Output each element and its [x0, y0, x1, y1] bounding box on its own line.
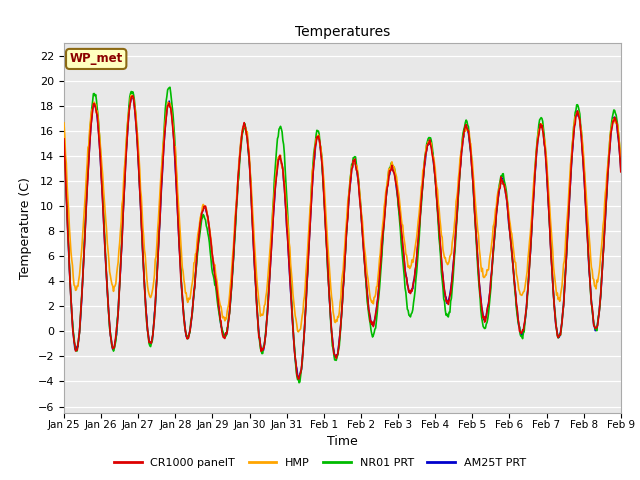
- HMP: [294, 329, 302, 335]
- Line: AM25T PRT: AM25T PRT: [64, 97, 621, 379]
- CR1000 panelT: [568, 162, 575, 168]
- NR01 PRT: [568, 160, 575, 166]
- Legend: CR1000 panelT, HMP, NR01 PRT, AM25T PRT: CR1000 panelT, HMP, NR01 PRT, AM25T PRT: [109, 453, 531, 472]
- Line: CR1000 panelT: CR1000 panelT: [64, 96, 621, 379]
- HMP: [127, 92, 135, 98]
- HMP: [390, 163, 397, 169]
- NR01 PRT: [60, 131, 68, 137]
- CR1000 panelT: [335, 338, 343, 344]
- AM25T PRT: [295, 376, 303, 382]
- AM25T PRT: [445, 297, 452, 303]
- HMP: [335, 310, 343, 315]
- NR01 PRT: [207, 256, 215, 262]
- AM25T PRT: [60, 138, 68, 144]
- HMP: [445, 261, 452, 266]
- Title: Temperatures: Temperatures: [295, 25, 390, 39]
- AM25T PRT: [207, 240, 215, 246]
- AM25T PRT: [390, 168, 397, 174]
- AM25T PRT: [128, 95, 136, 100]
- NR01 PRT: [390, 164, 397, 169]
- Line: NR01 PRT: NR01 PRT: [64, 87, 621, 383]
- HMP: [60, 120, 68, 126]
- HMP: [183, 297, 191, 302]
- CR1000 panelT: [445, 301, 452, 307]
- HMP: [207, 236, 215, 242]
- AM25T PRT: [617, 166, 625, 171]
- CR1000 panelT: [183, 336, 191, 342]
- CR1000 panelT: [390, 169, 397, 175]
- NR01 PRT: [617, 161, 625, 167]
- X-axis label: Time: Time: [327, 434, 358, 448]
- HMP: [568, 155, 575, 161]
- AM25T PRT: [568, 164, 575, 170]
- CR1000 panelT: [294, 376, 302, 382]
- CR1000 panelT: [60, 136, 68, 142]
- Line: HMP: HMP: [64, 95, 621, 332]
- NR01 PRT: [166, 84, 174, 90]
- NR01 PRT: [183, 333, 191, 338]
- Text: WP_met: WP_met: [70, 52, 123, 65]
- AM25T PRT: [183, 334, 191, 340]
- CR1000 panelT: [129, 93, 137, 99]
- NR01 PRT: [335, 343, 343, 349]
- NR01 PRT: [445, 314, 452, 320]
- NR01 PRT: [295, 380, 303, 385]
- Y-axis label: Temperature (C): Temperature (C): [19, 177, 32, 279]
- CR1000 panelT: [207, 239, 215, 244]
- CR1000 panelT: [617, 169, 625, 175]
- AM25T PRT: [335, 338, 343, 344]
- HMP: [617, 154, 625, 160]
